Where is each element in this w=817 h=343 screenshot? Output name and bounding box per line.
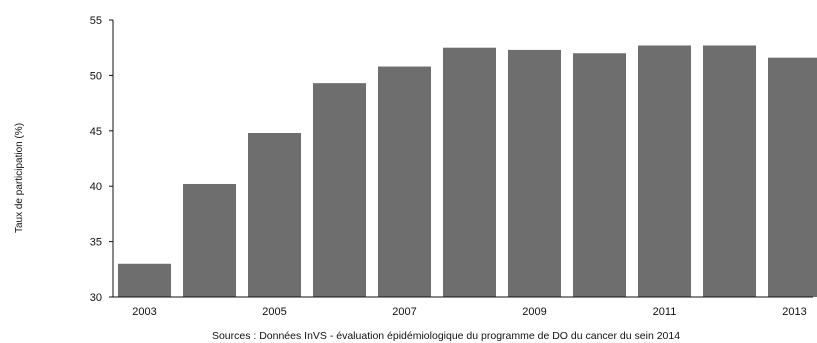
bar-2007	[378, 66, 431, 297]
y-tick-label-35: 35	[90, 237, 102, 249]
y-tick-label-30: 30	[90, 292, 102, 304]
y-tick-label-50: 50	[90, 70, 102, 82]
x-tick-label-2011: 2011	[653, 306, 677, 318]
bar-2008	[443, 47, 496, 298]
bar-2009	[508, 49, 561, 297]
y-tick-label-45: 45	[90, 126, 102, 138]
bar-2010	[573, 53, 626, 297]
y-tick-label-40: 40	[90, 181, 102, 193]
x-tick-label-2009: 2009	[522, 306, 546, 318]
x-tick-label-2013: 2013	[782, 306, 806, 318]
bar-2005	[248, 133, 301, 297]
y-tick-label-55: 55	[90, 15, 102, 27]
y-axis-title: Taux de participation (%)	[14, 123, 25, 233]
x-tick-label-2007: 2007	[392, 306, 416, 318]
bar-2003	[118, 263, 171, 297]
axes-group: 30 35 40 45 50 55 2003 2005 2007 2009 2011 2013	[90, 15, 813, 318]
bar-2011	[638, 45, 691, 297]
source-note: Sources : Données InVS - évaluation épid…	[212, 330, 680, 342]
bars-group	[118, 45, 817, 298]
bar-2013	[768, 57, 817, 298]
bar-2012	[703, 45, 756, 297]
bar-2006	[313, 83, 366, 297]
x-tick-label-2003: 2003	[132, 306, 156, 318]
bar-2004	[183, 183, 236, 297]
x-tick-label-2005: 2005	[262, 306, 286, 318]
